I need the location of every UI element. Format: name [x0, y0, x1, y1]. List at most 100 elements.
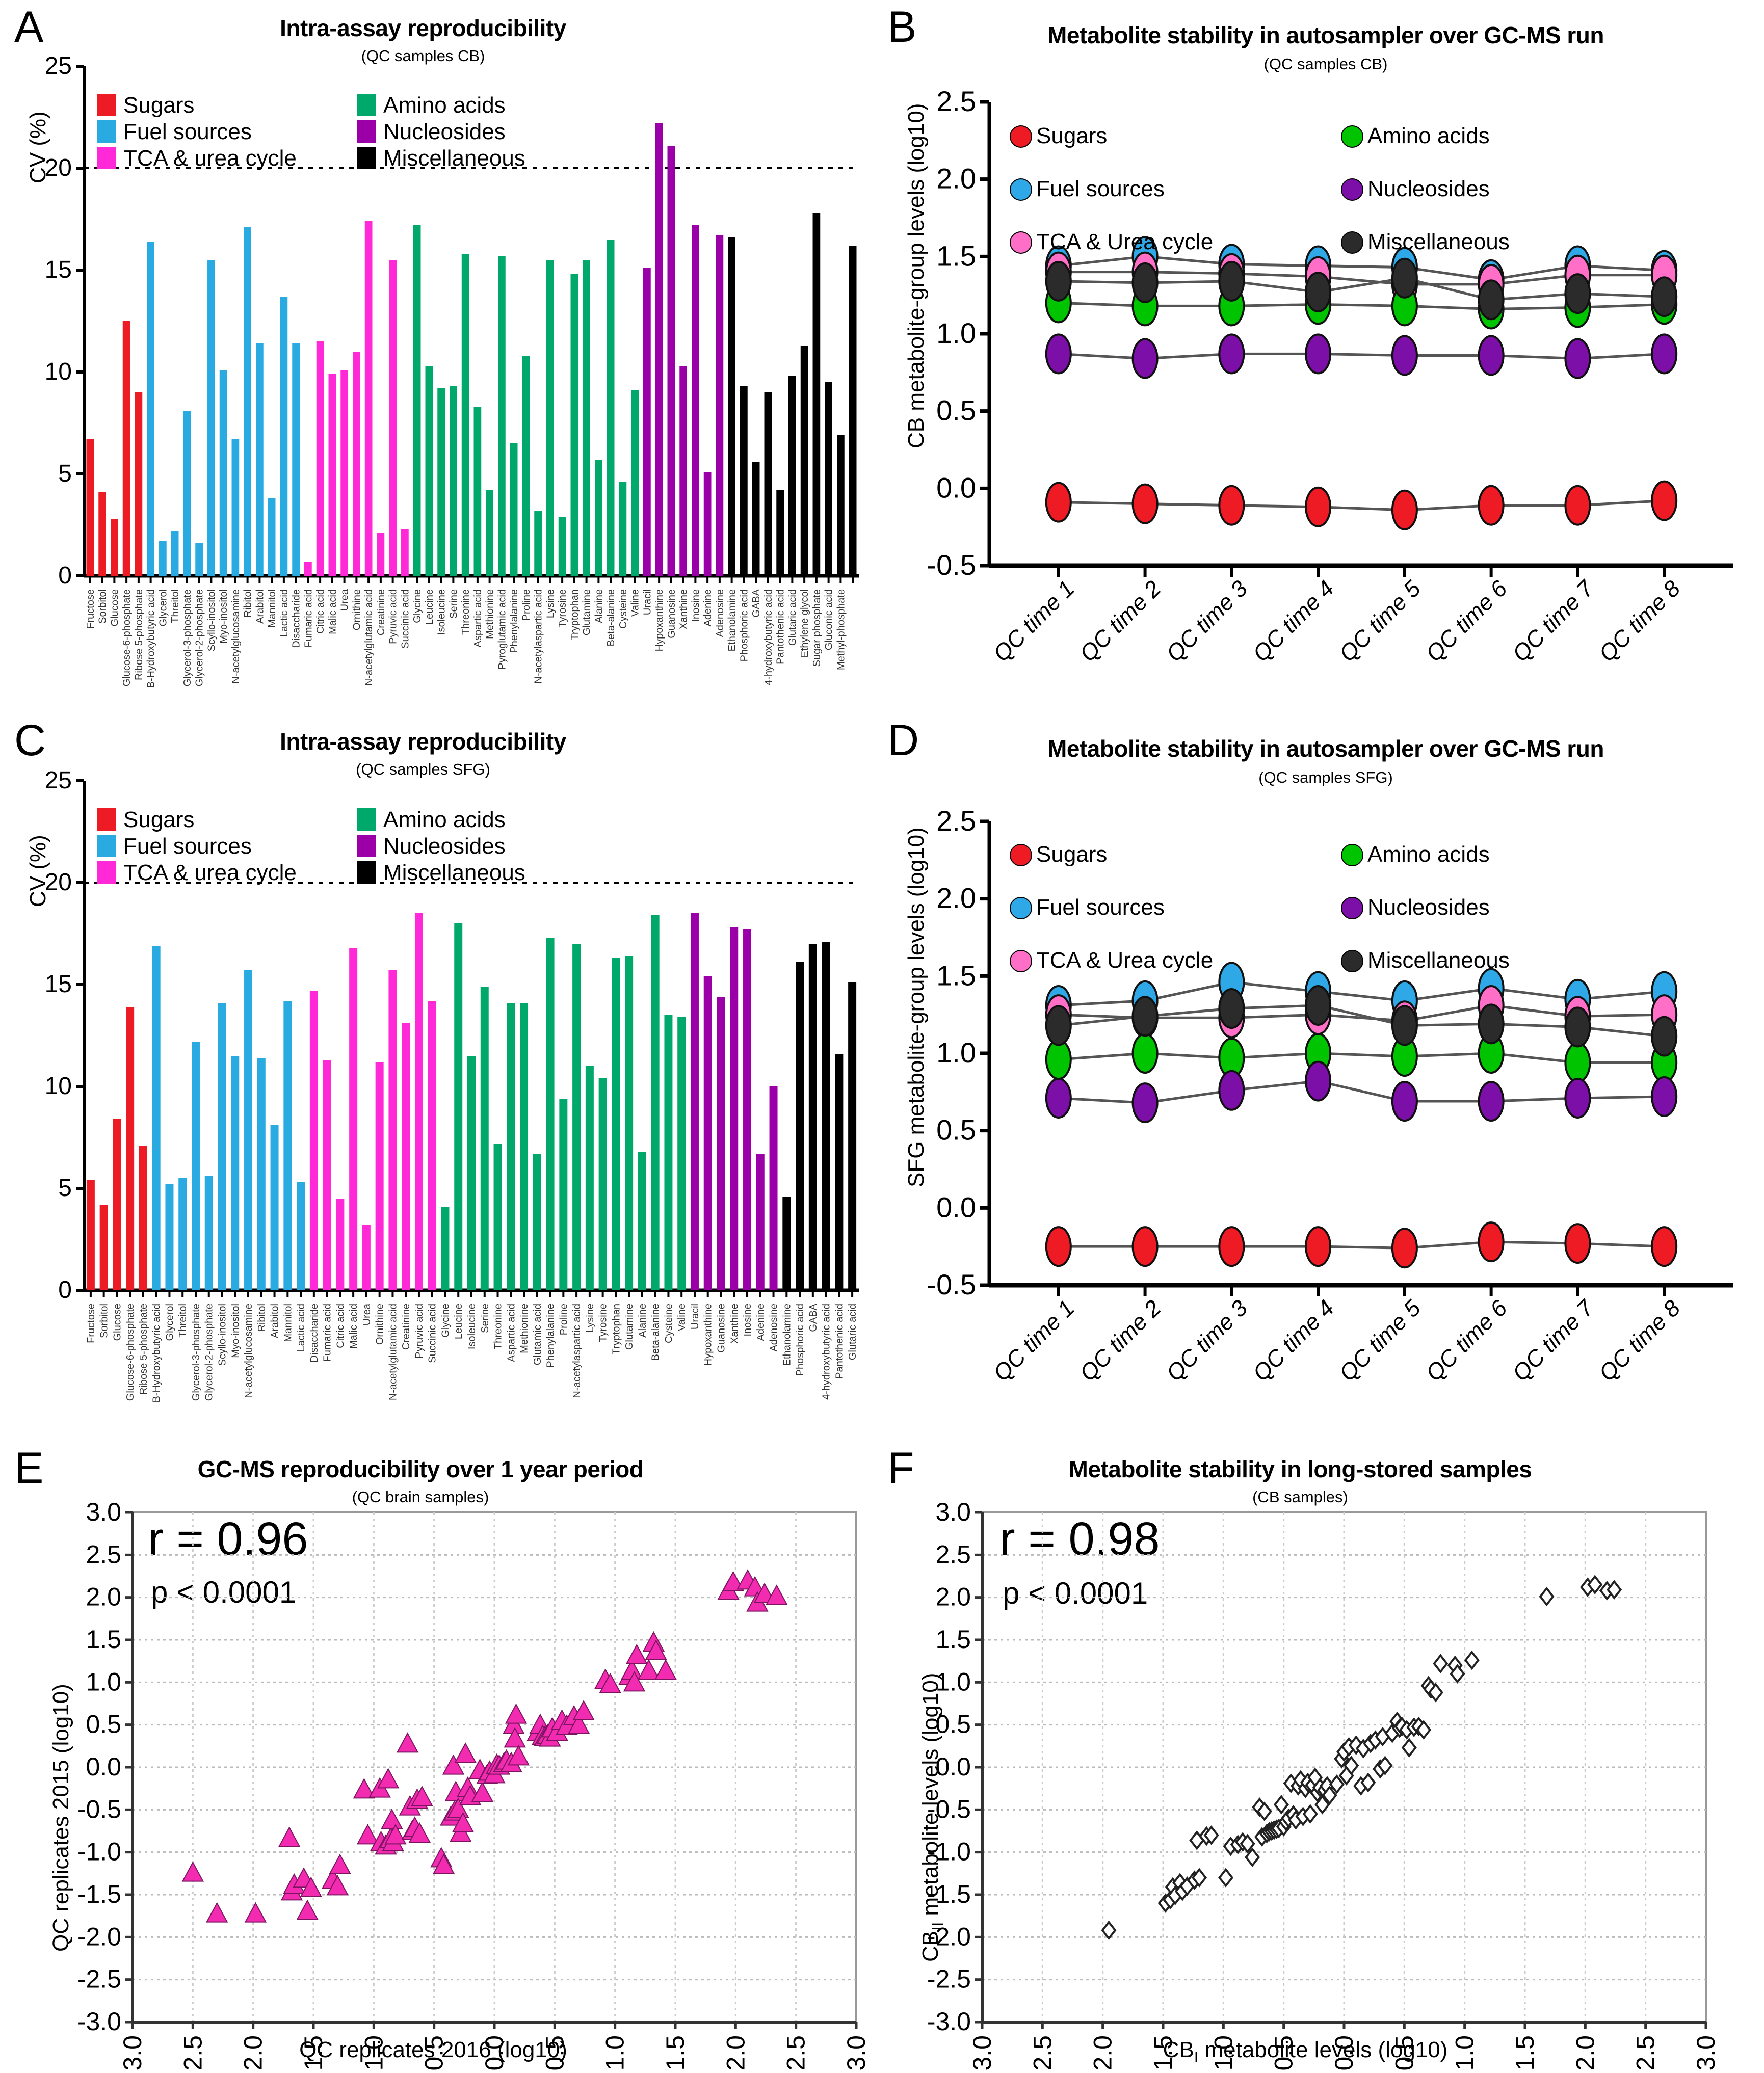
x-axis-tick-label: Malic acid: [327, 589, 338, 634]
svg-text:-1.0: -1.0: [77, 1838, 121, 1866]
svg-text:2.0: 2.0: [935, 1583, 971, 1611]
legend-item: Amino acids: [357, 806, 815, 833]
x-axis-tick-label: QC time 2: [1074, 1295, 1166, 1386]
panel-a-plot: 0 5 10 15 20 25 Fructose Sorbitol Glucose Glucose…: [0, 0, 882, 716]
x-axis-tick-label: Phosphoric acid: [739, 589, 750, 661]
miscellaneous-swatch-icon: [357, 147, 376, 169]
panel-e-pvalue: p < 0.0001: [151, 1575, 297, 1609]
x-axis-tick-label: Pyroglutamic acid: [496, 589, 508, 670]
data-point-marker: [1651, 1226, 1678, 1267]
data-point-marker: [1391, 489, 1418, 530]
scatter-point-marker: [625, 1643, 648, 1664]
scatter-point-marker: [505, 1703, 528, 1724]
x-axis-tick-label: Ornithine: [351, 589, 362, 630]
legend-item: TCA & Urea cycle: [1010, 228, 1417, 281]
x-axis-tick-label: Ribose 5-phosphate: [138, 1304, 149, 1395]
panel-d-plot: -0.5 0.0 0.5 1.0 1.5 2.0 2.5 QC time 1 QC time 2…: [882, 713, 1764, 1440]
x-axis-subscript: I: [1194, 2048, 1199, 2066]
legend-item: Miscellaneous: [1341, 947, 1749, 1000]
x-axis-tick-label: Glycerol: [157, 589, 169, 626]
x-axis-tick-label: Myo-inositol: [230, 1304, 241, 1358]
x-axis-tick-label: Fructose: [86, 1304, 97, 1343]
x-axis-tick-label: -1.0: [359, 2035, 388, 2070]
x-axis-tick-label: 2.5: [782, 2035, 810, 2070]
x-axis-tick-label: Isoleucine: [436, 589, 447, 635]
x-axis-tick-label: -2.0: [239, 2035, 268, 2070]
x-axis-tick-label: Malic acid: [348, 1304, 359, 1349]
panel-f-label: F: [887, 1444, 914, 1493]
panel-b-subtitle: (QC samples CB): [1263, 55, 1388, 73]
x-axis-tick-label: QC time 1: [988, 1295, 1080, 1386]
x-axis-prefix: CB: [1163, 2037, 1194, 2062]
x-axis-tick-label: Myo-inositol: [218, 589, 229, 644]
scatter-point-marker: [326, 1875, 349, 1896]
x-axis-tick-label: Pantothenic acid: [834, 1304, 845, 1379]
x-axis-tick-label: 2.5: [1631, 2035, 1660, 2070]
scatter-point-marker: [1101, 1920, 1117, 1941]
scatter-point-marker: [1377, 1756, 1393, 1775]
x-axis-tick-label: Adenine: [755, 1304, 767, 1341]
x-axis-tick-label: -1.0: [1209, 2035, 1238, 2070]
x-axis-tick-label: Threonine: [493, 1304, 504, 1349]
panel-d: D Metabolite stability in autosampler ov…: [882, 713, 1764, 1437]
panel-f-x-axis-title: CBI metabolite levels (log10): [974, 2037, 1637, 2066]
x-axis-tick-label: 3.0: [1692, 2035, 1720, 2070]
x-axis-tick-label: Glucose: [109, 589, 120, 626]
x-axis-tick-label: -3.0: [118, 2035, 147, 2070]
x-axis-tick-label: Inosine: [742, 1304, 753, 1337]
data-point-marker: [1305, 486, 1332, 527]
scatter-point-marker: [1450, 1664, 1465, 1684]
x-axis-tick-label: 4-hydroxybutyric acid: [763, 589, 774, 685]
x-axis-tick-label: QC time 8: [1594, 575, 1685, 667]
scatter-point-marker: [504, 1727, 526, 1748]
legend-label: Amino acids: [1367, 842, 1490, 867]
x-axis-tick-label: Gluconic acid: [824, 589, 835, 650]
panel-f-title: Metabolite stability in long-stored samp…: [1068, 1456, 1532, 1482]
panel-f-subtitle: (CB samples): [1252, 1488, 1348, 1506]
legend-label: Nucleosides: [383, 119, 506, 144]
x-axis-tick-label: N-acetylaspartic acid: [533, 589, 544, 684]
svg-text:20: 20: [45, 869, 72, 896]
x-axis-tick-label: Ribitol: [243, 589, 254, 618]
svg-text:3.0: 3.0: [86, 1498, 121, 1526]
data-point-marker: [1478, 485, 1505, 526]
x-axis-tick-label: Creatinine: [376, 589, 387, 635]
x-axis-tick-label: Methionine: [519, 1304, 530, 1353]
legend-item: Sugars: [1010, 841, 1417, 894]
x-axis-tick-label: Threitol: [177, 1304, 189, 1338]
panel-a-title: Intra-assay reproducibility: [280, 15, 566, 41]
x-axis-tick-label: N-acetylglucosamine: [230, 589, 242, 684]
panel-b-plot: -0.5 0.0 0.5 1.0 1.5 2.0 2.5 QC time 1 QC time 2…: [882, 0, 1764, 716]
x-axis-tick-label: Alanine: [593, 589, 604, 623]
scatter-point-marker: [471, 1781, 494, 1802]
panel-b-title: Metabolite stability in autosampler over…: [1047, 22, 1604, 48]
panel-f-correlation-value: r = 0.98: [999, 1513, 1160, 1565]
scatter-point-marker: [411, 1786, 433, 1806]
x-axis-tick-label: Lactic acid: [279, 589, 290, 637]
x-axis-tick-label: Hypoxanthine: [654, 589, 665, 651]
legend-label: Nucleosides: [1367, 176, 1490, 201]
x-axis-tick-label: Xanthine: [678, 589, 690, 629]
svg-text:5: 5: [58, 460, 72, 487]
data-point-marker: [1305, 272, 1332, 313]
data-point-marker: [1564, 485, 1591, 526]
x-axis-tick-label: QC time 3: [1161, 575, 1252, 667]
x-axis-tick-label: Glutamic acid: [532, 1304, 543, 1365]
legend-label: Fuel sources: [123, 834, 252, 859]
x-axis-tick-label: Fructose: [85, 589, 96, 629]
x-axis-tick-label: Pantothenic acid: [775, 589, 786, 665]
miscellaneous-dot-icon: [1341, 231, 1363, 254]
x-axis-tick-label: Phenylalanine: [509, 589, 520, 653]
amino-acids-swatch-icon: [357, 808, 376, 831]
scatter-point-marker: [432, 1853, 455, 1874]
svg-text:0.0: 0.0: [936, 1191, 976, 1223]
x-axis-tick-label: QC time 3: [1161, 1295, 1252, 1386]
x-axis-tick-label: N-acetylglutamic acid: [387, 1304, 399, 1400]
svg-text:2.5: 2.5: [936, 85, 976, 117]
scatter-point-marker: [567, 1713, 590, 1734]
x-axis-tick-label: 3.0: [842, 2035, 871, 2070]
amino-acids-swatch-icon: [357, 94, 376, 116]
legend-item: Amino acids: [1341, 841, 1749, 894]
scatter-point-marker: [353, 1778, 376, 1799]
x-axis-tick-label: Scyllo-inositol: [217, 1304, 228, 1366]
